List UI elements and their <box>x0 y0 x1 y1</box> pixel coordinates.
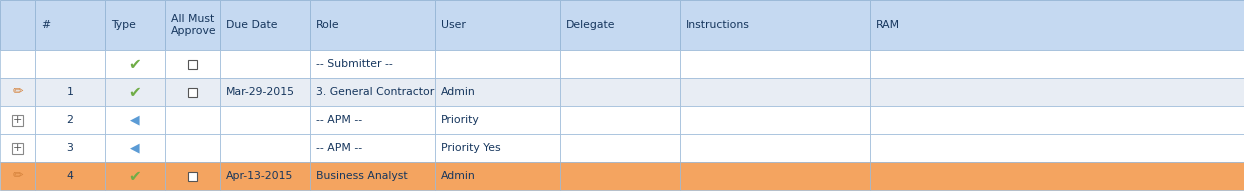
Bar <box>188 60 197 69</box>
Bar <box>310 106 435 134</box>
Bar <box>310 78 435 106</box>
Text: 4: 4 <box>67 171 73 181</box>
Bar <box>12 142 22 153</box>
Bar <box>310 50 435 78</box>
Bar <box>0 106 35 134</box>
Bar <box>35 134 104 162</box>
Bar <box>870 106 1244 134</box>
Bar <box>870 78 1244 106</box>
Bar <box>435 134 560 162</box>
Bar <box>220 162 310 190</box>
Text: -- APM --: -- APM -- <box>316 143 362 153</box>
Bar <box>680 78 870 106</box>
Bar <box>35 162 104 190</box>
Bar <box>560 78 680 106</box>
Bar <box>165 106 220 134</box>
Bar <box>560 0 680 50</box>
Text: ✔: ✔ <box>128 84 142 99</box>
Bar <box>165 78 220 106</box>
Bar <box>560 134 680 162</box>
Text: Apr-13-2015: Apr-13-2015 <box>226 171 294 181</box>
Bar <box>165 50 220 78</box>
Bar <box>310 134 435 162</box>
Bar <box>560 162 680 190</box>
Bar <box>435 0 560 50</box>
Bar <box>104 106 165 134</box>
Text: +: + <box>12 143 22 153</box>
Bar <box>104 134 165 162</box>
Text: ✔: ✔ <box>128 169 142 184</box>
Text: 3. General Contractor: 3. General Contractor <box>316 87 434 97</box>
Bar <box>165 162 220 190</box>
Text: Priority: Priority <box>442 115 480 125</box>
Bar <box>560 106 680 134</box>
Bar <box>680 0 870 50</box>
Text: ◀: ◀ <box>131 113 139 127</box>
Text: -- Submitter --: -- Submitter -- <box>316 59 393 69</box>
Bar <box>188 88 197 97</box>
Bar <box>0 134 35 162</box>
Bar <box>165 0 220 50</box>
Bar <box>680 106 870 134</box>
Bar <box>104 78 165 106</box>
Bar <box>220 50 310 78</box>
Text: ✏: ✏ <box>12 85 22 98</box>
Bar <box>310 162 435 190</box>
Bar <box>104 0 165 50</box>
Bar <box>220 78 310 106</box>
Bar <box>12 114 22 126</box>
Bar <box>435 50 560 78</box>
Text: Admin: Admin <box>442 171 475 181</box>
Text: +: + <box>12 115 22 125</box>
Bar <box>35 0 104 50</box>
Text: Priority Yes: Priority Yes <box>442 143 500 153</box>
Bar <box>435 78 560 106</box>
Text: Admin: Admin <box>442 87 475 97</box>
Text: Business Analyst: Business Analyst <box>316 171 408 181</box>
Bar <box>0 162 35 190</box>
Bar <box>680 162 870 190</box>
Bar <box>35 50 104 78</box>
Text: #: # <box>41 20 50 30</box>
Bar <box>165 134 220 162</box>
Text: RAM: RAM <box>876 20 901 30</box>
Text: All Must
Approve: All Must Approve <box>170 14 216 36</box>
Bar <box>35 106 104 134</box>
Text: 2: 2 <box>67 115 73 125</box>
Bar <box>435 162 560 190</box>
Text: Role: Role <box>316 20 340 30</box>
Bar <box>104 50 165 78</box>
Bar <box>870 162 1244 190</box>
Bar <box>680 50 870 78</box>
Bar <box>220 0 310 50</box>
Bar <box>870 134 1244 162</box>
Text: Type: Type <box>111 20 136 30</box>
Text: 3: 3 <box>67 143 73 153</box>
Text: Mar-29-2015: Mar-29-2015 <box>226 87 295 97</box>
Text: 1: 1 <box>67 87 73 97</box>
Bar <box>220 134 310 162</box>
Text: ◀: ◀ <box>131 142 139 155</box>
Text: -- APM --: -- APM -- <box>316 115 362 125</box>
Bar <box>870 50 1244 78</box>
Bar <box>680 134 870 162</box>
Bar <box>560 50 680 78</box>
Text: Due Date: Due Date <box>226 20 277 30</box>
Bar <box>188 171 197 180</box>
Bar <box>35 78 104 106</box>
Text: ✔: ✔ <box>128 56 142 71</box>
Bar <box>870 0 1244 50</box>
Text: Instructions: Instructions <box>685 20 750 30</box>
Bar <box>0 78 35 106</box>
Bar <box>435 106 560 134</box>
Text: ✏: ✏ <box>12 170 22 183</box>
Bar <box>310 0 435 50</box>
Bar <box>0 50 35 78</box>
Bar <box>104 162 165 190</box>
Text: Delegate: Delegate <box>566 20 616 30</box>
Bar <box>220 106 310 134</box>
Text: User: User <box>442 20 465 30</box>
Bar <box>0 0 35 50</box>
